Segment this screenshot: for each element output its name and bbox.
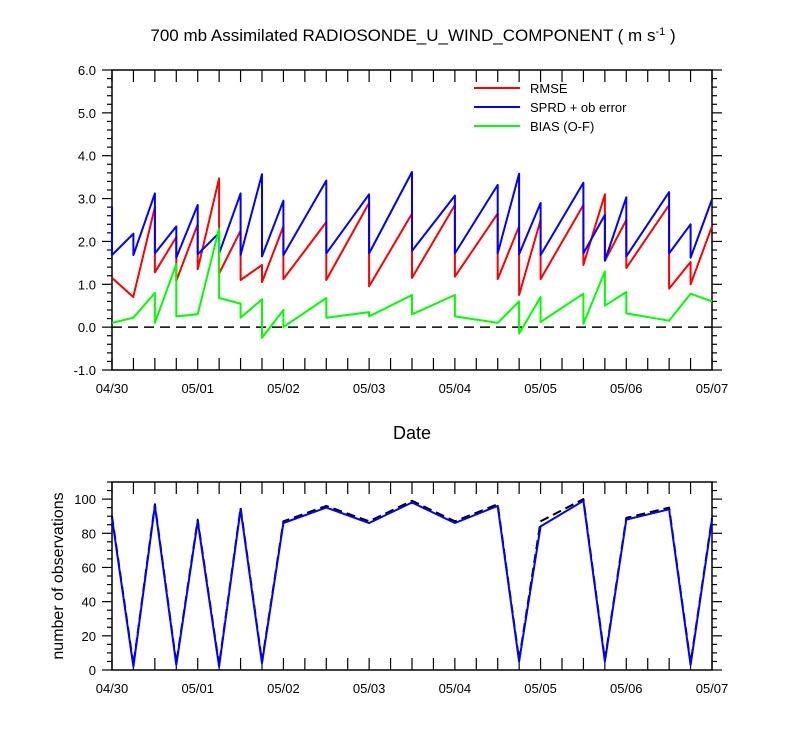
x-tick-label: 05/02 <box>267 381 300 396</box>
series-line-sprd-ob-error <box>111 171 713 262</box>
y-tick-label: 2.0 <box>78 234 96 249</box>
x-tick-label: 05/03 <box>353 681 386 696</box>
series-line-observations-used <box>111 499 713 668</box>
bottom-plot-frame <box>111 481 713 671</box>
y-tick-label: 5.0 <box>78 106 96 121</box>
top-axis-ticks <box>102 69 722 371</box>
y-tick-label: 0.0 <box>78 320 96 335</box>
y-axis-title-observations: number of observations <box>50 492 67 659</box>
x-tick-label: 05/01 <box>181 681 214 696</box>
series-line-bias-o-f <box>111 227 713 339</box>
y-tick-label: 1.0 <box>78 277 96 292</box>
x-axis-title: Date <box>393 423 431 443</box>
legend-label-rmse: RMSE <box>530 81 568 96</box>
chart-title: 700 mb Assimilated RADIOSONDE_U_WIND_COM… <box>150 26 675 45</box>
top-chart-panel: 04/30 05/01 05/02 05/03 05/04 05/05 05/06 05/07… <box>74 63 729 396</box>
legend-label-bias: BIAS (O-F) <box>530 119 594 134</box>
x-tick-label: 05/05 <box>524 681 557 696</box>
top-tick-labels: 04/30 05/01 05/02 05/03 05/04 05/05 05/06 05/07… <box>74 63 729 396</box>
bottom-axis-ticks <box>102 481 722 671</box>
top-series-group <box>111 171 713 339</box>
series-line-observations-available <box>111 498 713 666</box>
y-tick-label: 60 <box>82 560 96 575</box>
x-tick-label: 05/04 <box>439 681 472 696</box>
legend-label-sprd: SPRD + ob error <box>530 100 627 115</box>
y-tick-label: 100 <box>74 492 96 507</box>
y-tick-label: 80 <box>82 526 96 541</box>
bottom-chart-panel: 04/30 05/01 05/02 05/03 05/04 05/05 05/06 05/07… <box>74 481 728 696</box>
x-tick-label: 05/07 <box>696 381 729 396</box>
x-tick-label: 05/05 <box>524 381 557 396</box>
y-tick-label: 3.0 <box>78 192 96 207</box>
x-tick-label: 05/06 <box>610 681 643 696</box>
x-tick-label: 05/06 <box>610 381 643 396</box>
y-tick-label: 0 <box>89 663 96 678</box>
y-tick-label: -1.0 <box>74 363 96 378</box>
series-line-rmse <box>111 177 713 299</box>
y-tick-label: 40 <box>82 595 96 610</box>
y-tick-label: 20 <box>82 629 96 644</box>
legend: RMSE SPRD + ob error BIAS (O-F) <box>474 81 627 134</box>
x-tick-label: 05/01 <box>181 381 214 396</box>
x-tick-label: 05/02 <box>267 681 300 696</box>
x-tick-label: 05/03 <box>353 381 386 396</box>
x-tick-label: 04/30 <box>96 381 129 396</box>
x-tick-label: 04/30 <box>96 681 129 696</box>
bottom-tick-labels: 04/30 05/01 05/02 05/03 05/04 05/05 05/06 05/07… <box>74 492 728 696</box>
bottom-series-group <box>111 498 713 668</box>
y-tick-label: 6.0 <box>78 63 96 78</box>
x-tick-label: 05/07 <box>696 681 729 696</box>
x-tick-label: 05/04 <box>439 381 472 396</box>
y-tick-label: 4.0 <box>78 149 96 164</box>
